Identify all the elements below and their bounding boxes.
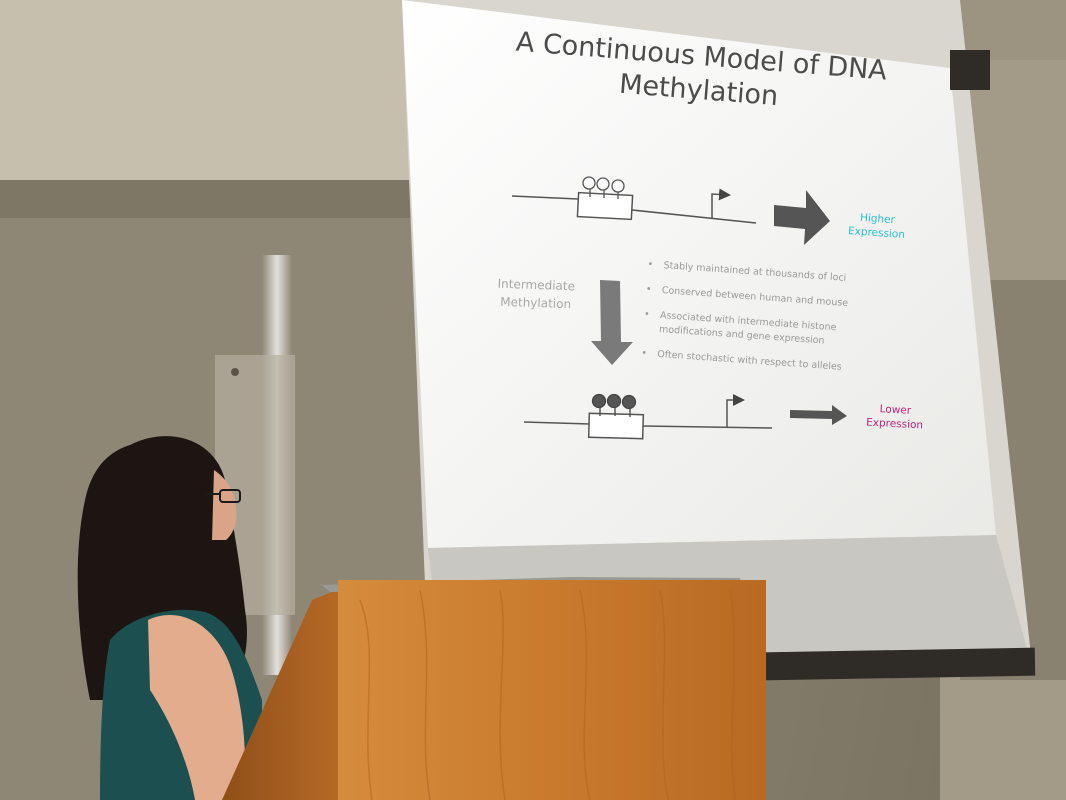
- tss-arrow-icon: [711, 188, 731, 218]
- small-arrow-icon: [790, 405, 847, 425]
- tss-arrow-lower-icon: [726, 394, 745, 427]
- lower-label-line-1: Lower: [879, 403, 912, 417]
- inter-label-line-2: Methylation: [500, 294, 572, 312]
- wall-shelf: [0, 180, 420, 218]
- glasses-icon: [205, 489, 241, 503]
- higher-expression-label: Higher Expression: [841, 210, 913, 243]
- intermediate-methylation-label: Intermediate Methylation: [485, 274, 586, 313]
- podium-front: [338, 580, 766, 800]
- higher-label-line-2: Expression: [847, 225, 906, 241]
- methylated-cpg-icon: [591, 393, 637, 417]
- bullet-list: Stably maintained at thousands of loci C…: [640, 258, 892, 389]
- promoter-box: [576, 191, 634, 221]
- presenter: [77, 436, 262, 800]
- down-arrow-icon: [591, 280, 633, 365]
- unmethylated-diagram: [511, 176, 830, 245]
- podium: [222, 577, 766, 800]
- glass-bolt-icon: [231, 368, 239, 376]
- screen-housing-top: [950, 50, 990, 90]
- bullet-item: Associated with intermediate histone mod…: [643, 308, 889, 353]
- bullet-item: Often stochastic with respect to alleles: [641, 347, 886, 378]
- lower-label-line-2: Expression: [865, 416, 924, 432]
- higher-label-line-1: Higher: [859, 211, 896, 227]
- podium-side: [222, 588, 342, 800]
- inter-label-line-1: Intermediate: [497, 276, 576, 294]
- presenter-face: [212, 470, 237, 540]
- methylated-diagram: [523, 393, 847, 440]
- bullet-item: Conserved between human and mouse: [645, 283, 890, 314]
- unmethylated-cpg-icon: [582, 176, 625, 199]
- podium-grain: [359, 589, 737, 800]
- screen-roller: [759, 647, 1036, 681]
- upper-wall: [0, 0, 420, 190]
- presenter-arm: [148, 615, 246, 800]
- lower-expression-label: Lower Expression: [859, 401, 930, 433]
- promoter-box-lower: [587, 412, 645, 440]
- big-arrow-icon: [774, 190, 830, 245]
